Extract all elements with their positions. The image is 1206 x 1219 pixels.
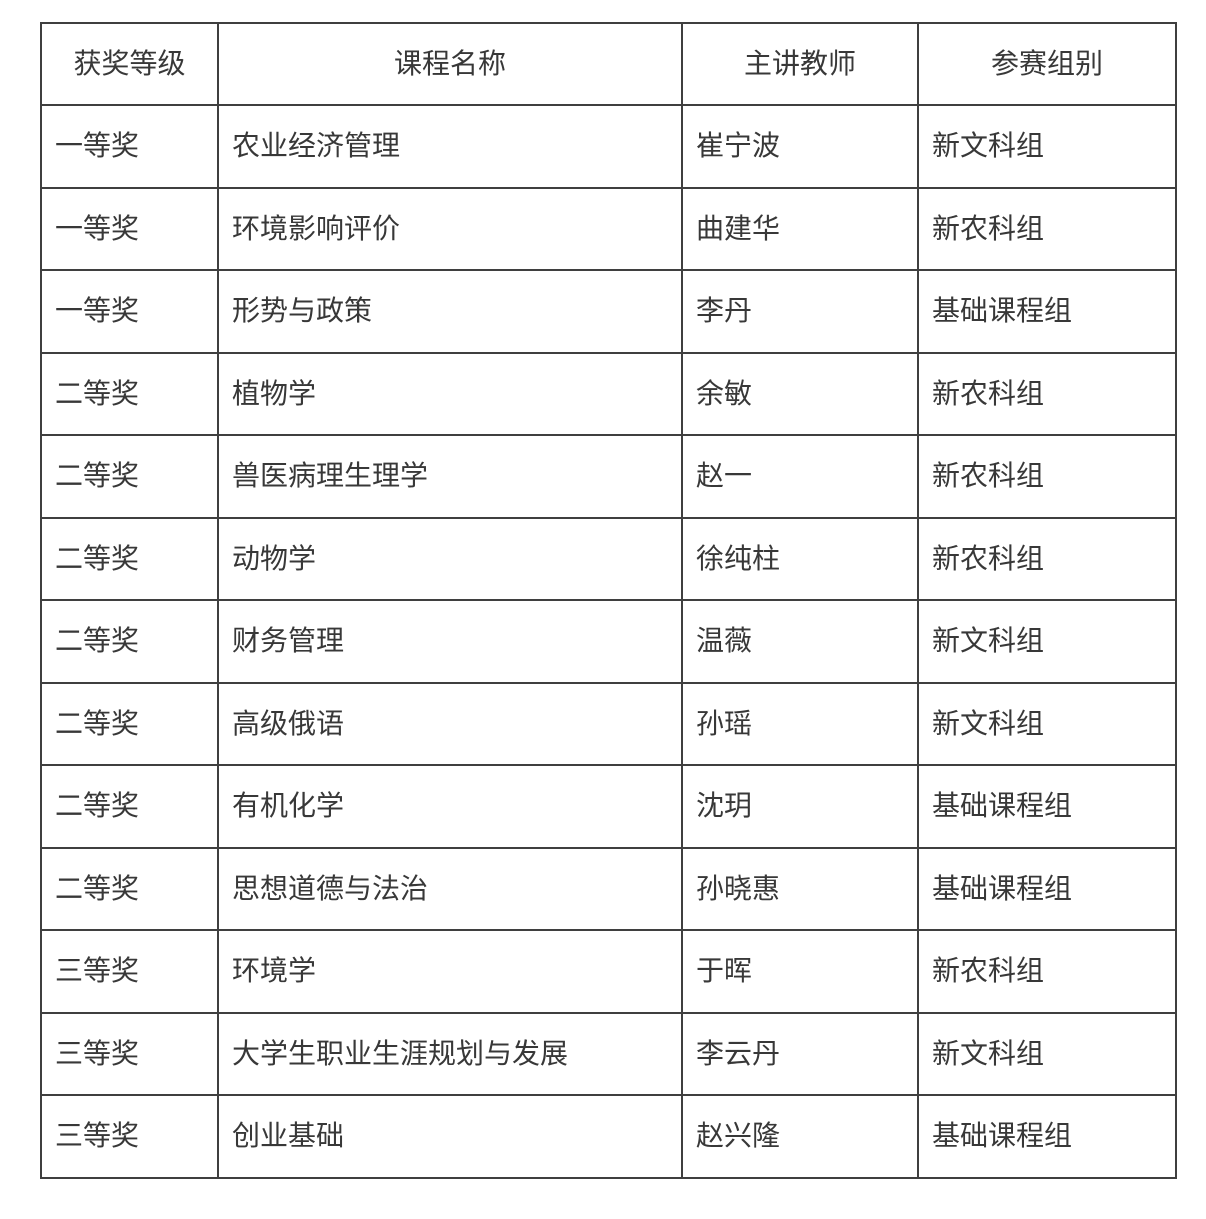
cell-teacher: 崔宁波 bbox=[681, 104, 919, 189]
cell-group: 新文科组 bbox=[917, 104, 1177, 189]
cell-teacher: 温薇 bbox=[681, 599, 919, 684]
awards-table: 获奖等级 课程名称 主讲教师 参赛组别 一等奖 农业经济管理 崔宁波 新文科组 … bbox=[40, 22, 1177, 1179]
cell-course-name: 有机化学 bbox=[217, 764, 683, 849]
cell-group: 新农科组 bbox=[917, 351, 1177, 436]
cell-award-level: 二等奖 bbox=[40, 846, 219, 931]
table-row: 二等奖 兽医病理生理学 赵一 新农科组 bbox=[40, 434, 1177, 519]
table-row: 一等奖 环境影响评价 曲建华 新农科组 bbox=[40, 186, 1177, 271]
cell-course-name: 创业基础 bbox=[217, 1094, 683, 1179]
header-row: 获奖等级 课程名称 主讲教师 参赛组别 bbox=[40, 22, 1177, 106]
cell-award-level: 三等奖 bbox=[40, 1011, 219, 1096]
cell-course-name: 兽医病理生理学 bbox=[217, 434, 683, 519]
cell-award-level: 二等奖 bbox=[40, 681, 219, 766]
cell-teacher: 赵一 bbox=[681, 434, 919, 519]
cell-course-name: 环境影响评价 bbox=[217, 186, 683, 271]
table-row: 二等奖 动物学 徐纯柱 新农科组 bbox=[40, 516, 1177, 601]
cell-group: 新农科组 bbox=[917, 516, 1177, 601]
cell-course-name: 思想道德与法治 bbox=[217, 846, 683, 931]
table-row: 三等奖 创业基础 赵兴隆 基础课程组 bbox=[40, 1094, 1177, 1179]
table-row: 三等奖 环境学 于晖 新农科组 bbox=[40, 929, 1177, 1014]
cell-award-level: 二等奖 bbox=[40, 599, 219, 684]
cell-group: 新农科组 bbox=[917, 434, 1177, 519]
cell-award-level: 二等奖 bbox=[40, 764, 219, 849]
table-row: 二等奖 有机化学 沈玥 基础课程组 bbox=[40, 764, 1177, 849]
cell-award-level: 二等奖 bbox=[40, 351, 219, 436]
cell-group: 基础课程组 bbox=[917, 764, 1177, 849]
cell-course-name: 高级俄语 bbox=[217, 681, 683, 766]
cell-group: 新文科组 bbox=[917, 1011, 1177, 1096]
table-row: 一等奖 农业经济管理 崔宁波 新文科组 bbox=[40, 104, 1177, 189]
cell-teacher: 于晖 bbox=[681, 929, 919, 1014]
table-row: 二等奖 思想道德与法治 孙晓惠 基础课程组 bbox=[40, 846, 1177, 931]
cell-course-name: 农业经济管理 bbox=[217, 104, 683, 189]
header-course-name: 课程名称 bbox=[217, 22, 683, 106]
cell-course-name: 环境学 bbox=[217, 929, 683, 1014]
cell-teacher: 徐纯柱 bbox=[681, 516, 919, 601]
table-row: 一等奖 形势与政策 李丹 基础课程组 bbox=[40, 269, 1177, 354]
cell-teacher: 余敏 bbox=[681, 351, 919, 436]
cell-course-name: 动物学 bbox=[217, 516, 683, 601]
cell-award-level: 一等奖 bbox=[40, 186, 219, 271]
table-row: 三等奖 大学生职业生涯规划与发展 李云丹 新文科组 bbox=[40, 1011, 1177, 1096]
cell-award-level: 一等奖 bbox=[40, 104, 219, 189]
cell-teacher: 孙瑶 bbox=[681, 681, 919, 766]
cell-group: 新文科组 bbox=[917, 599, 1177, 684]
cell-course-name: 植物学 bbox=[217, 351, 683, 436]
cell-group: 基础课程组 bbox=[917, 846, 1177, 931]
cell-award-level: 二等奖 bbox=[40, 516, 219, 601]
cell-teacher: 曲建华 bbox=[681, 186, 919, 271]
cell-course-name: 形势与政策 bbox=[217, 269, 683, 354]
cell-award-level: 二等奖 bbox=[40, 434, 219, 519]
cell-award-level: 三等奖 bbox=[40, 929, 219, 1014]
cell-teacher: 李云丹 bbox=[681, 1011, 919, 1096]
cell-course-name: 财务管理 bbox=[217, 599, 683, 684]
header-group: 参赛组别 bbox=[917, 22, 1177, 106]
cell-group: 基础课程组 bbox=[917, 1094, 1177, 1179]
cell-group: 新文科组 bbox=[917, 681, 1177, 766]
table-row: 二等奖 植物学 余敏 新农科组 bbox=[40, 351, 1177, 436]
table-header: 获奖等级 课程名称 主讲教师 参赛组别 bbox=[40, 22, 1177, 106]
cell-group: 基础课程组 bbox=[917, 269, 1177, 354]
cell-teacher: 孙晓惠 bbox=[681, 846, 919, 931]
cell-award-level: 一等奖 bbox=[40, 269, 219, 354]
header-award-level: 获奖等级 bbox=[40, 22, 219, 106]
cell-course-name: 大学生职业生涯规划与发展 bbox=[217, 1011, 683, 1096]
table-row: 二等奖 高级俄语 孙瑶 新文科组 bbox=[40, 681, 1177, 766]
cell-group: 新农科组 bbox=[917, 186, 1177, 271]
header-teacher: 主讲教师 bbox=[681, 22, 919, 106]
cell-group: 新农科组 bbox=[917, 929, 1177, 1014]
cell-teacher: 沈玥 bbox=[681, 764, 919, 849]
table-body: 一等奖 农业经济管理 崔宁波 新文科组 一等奖 环境影响评价 曲建华 新农科组 … bbox=[40, 104, 1177, 1179]
cell-teacher: 李丹 bbox=[681, 269, 919, 354]
table-row: 二等奖 财务管理 温薇 新文科组 bbox=[40, 599, 1177, 684]
cell-teacher: 赵兴隆 bbox=[681, 1094, 919, 1179]
cell-award-level: 三等奖 bbox=[40, 1094, 219, 1179]
